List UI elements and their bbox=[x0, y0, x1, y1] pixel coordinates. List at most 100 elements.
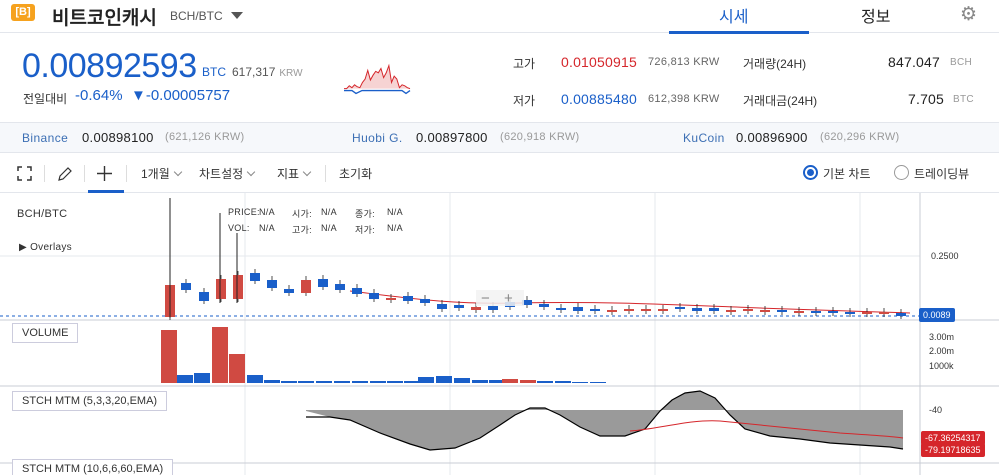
volume-bar bbox=[264, 380, 280, 383]
amount-label: 거래대금(24H) bbox=[743, 94, 818, 108]
volume-bar bbox=[298, 381, 314, 383]
sparkline-base bbox=[344, 89, 411, 95]
indicators-dropdown[interactable]: 지표 bbox=[277, 165, 312, 182]
sparkline-line bbox=[344, 63, 411, 90]
candle bbox=[318, 279, 328, 287]
indicators-label: 지표 bbox=[277, 167, 300, 181]
candle bbox=[454, 305, 464, 308]
tradingview-radio[interactable] bbox=[894, 165, 909, 180]
toolbar-divider bbox=[84, 165, 85, 182]
last-price-flag: 0.0089 bbox=[919, 308, 955, 322]
toolbar-divider bbox=[126, 165, 127, 182]
exchange-value-kucoin: 0.00896900 bbox=[736, 130, 808, 145]
volume-panel-label: VOLUME bbox=[12, 323, 79, 343]
chevron-down-icon bbox=[246, 167, 256, 177]
period-dropdown[interactable]: 1개월 bbox=[141, 165, 183, 182]
fullscreen-icon[interactable] bbox=[17, 166, 32, 181]
chart-settings-dropdown[interactable]: 차트설정 bbox=[199, 165, 256, 182]
volume-value: 847.047 bbox=[888, 54, 941, 70]
candle bbox=[641, 309, 651, 311]
stch-mtm-1-label: STCH MTM (5,3,3,20,EMA) bbox=[12, 391, 168, 411]
change-label: 전일대비 bbox=[23, 92, 68, 106]
candle bbox=[709, 308, 719, 311]
volume-bar bbox=[454, 378, 470, 383]
volume-bar bbox=[161, 330, 177, 383]
current-price: 0.00892593 bbox=[22, 47, 197, 85]
candle bbox=[199, 292, 209, 301]
chart-symbol: BCH/BTC bbox=[17, 208, 68, 220]
chevron-down-icon bbox=[302, 167, 312, 177]
candle bbox=[658, 309, 668, 311]
candle bbox=[216, 279, 226, 299]
candle bbox=[539, 304, 549, 307]
volume-bar bbox=[334, 381, 350, 383]
candle bbox=[811, 311, 821, 313]
candle bbox=[573, 307, 583, 311]
candle bbox=[522, 300, 532, 305]
candle bbox=[369, 293, 379, 299]
info-low-label: 저가: bbox=[355, 225, 375, 235]
high-krw: 726,813 KRW bbox=[648, 56, 720, 68]
volume-axis-label: 3.00m bbox=[929, 332, 955, 342]
tradingview-label[interactable]: 트레이딩뷰 bbox=[914, 167, 970, 181]
amount-unit: BTC bbox=[953, 94, 974, 105]
tab-active-indicator bbox=[669, 31, 809, 34]
info-open-label: 시가: bbox=[292, 209, 312, 219]
exchange-value-binance: 0.00898100 bbox=[82, 130, 154, 145]
zoom-out-icon[interactable]: − bbox=[481, 290, 490, 307]
stch-mtm-2-label: STCH MTM (10,6,6,60,EMA) bbox=[12, 459, 174, 475]
candle bbox=[403, 296, 413, 301]
exchange-name-kucoin: KuCoin bbox=[683, 131, 725, 145]
zoom-controls[interactable]: − + bbox=[476, 290, 524, 307]
overlays-toggle[interactable]: ▶ Overlays bbox=[19, 242, 72, 253]
candle bbox=[181, 283, 191, 290]
candle bbox=[488, 306, 498, 310]
tab-price[interactable]: 시세 bbox=[719, 9, 749, 26]
zoom-in-icon[interactable]: + bbox=[504, 290, 513, 307]
coin-select-caret-icon[interactable] bbox=[231, 12, 243, 19]
stch-signal-flag: -67.36254317 bbox=[921, 431, 985, 445]
basic-chart-radio[interactable] bbox=[803, 165, 818, 180]
pencil-icon[interactable] bbox=[57, 166, 73, 182]
basic-chart-label[interactable]: 기본 차트 bbox=[823, 167, 871, 181]
toolbar-divider bbox=[44, 165, 45, 182]
candle bbox=[233, 275, 243, 299]
high-label: 고가 bbox=[513, 57, 536, 71]
low-krw: 612,398 KRW bbox=[648, 93, 720, 105]
tab-info[interactable]: 정보 bbox=[861, 9, 891, 26]
stch-mtm-area bbox=[306, 391, 903, 450]
change-percent: -0.64% bbox=[75, 87, 123, 104]
chart-canvas[interactable]: − + bbox=[0, 193, 999, 475]
volume-bar bbox=[472, 380, 488, 383]
volume-bar bbox=[555, 381, 571, 383]
info-high-value: N/A bbox=[321, 223, 337, 233]
candle bbox=[335, 284, 345, 290]
volume-bar bbox=[281, 381, 297, 383]
candle bbox=[692, 308, 702, 311]
gear-icon[interactable]: ⚙ bbox=[960, 4, 978, 25]
candle bbox=[284, 289, 294, 293]
crosshair-icon[interactable] bbox=[96, 165, 113, 182]
volume-bar bbox=[229, 354, 245, 383]
candle bbox=[250, 273, 260, 281]
info-price-value: N/A bbox=[259, 207, 275, 217]
volume-bar bbox=[247, 375, 263, 383]
candle bbox=[862, 312, 872, 314]
volume-bar bbox=[502, 379, 518, 383]
candle bbox=[556, 308, 566, 310]
info-high-label: 고가: bbox=[292, 225, 312, 235]
info-vol-value: N/A bbox=[259, 223, 275, 233]
candle bbox=[743, 309, 753, 311]
candle bbox=[879, 312, 889, 314]
exchange-name-huobi: Huobi G. bbox=[352, 131, 403, 145]
reset-button[interactable]: 초기화 bbox=[339, 167, 373, 181]
volume-bar bbox=[177, 375, 193, 383]
volume-unit: BCH bbox=[950, 57, 973, 68]
price-chart[interactable]: − + BCH/BTC ▶ Overlays PRICE: N/A 시가: N/… bbox=[0, 193, 999, 475]
volume-bar bbox=[352, 381, 368, 383]
candle bbox=[675, 307, 685, 309]
price-sparkline bbox=[342, 56, 412, 104]
info-open-value: N/A bbox=[321, 207, 337, 217]
candle bbox=[420, 299, 430, 303]
